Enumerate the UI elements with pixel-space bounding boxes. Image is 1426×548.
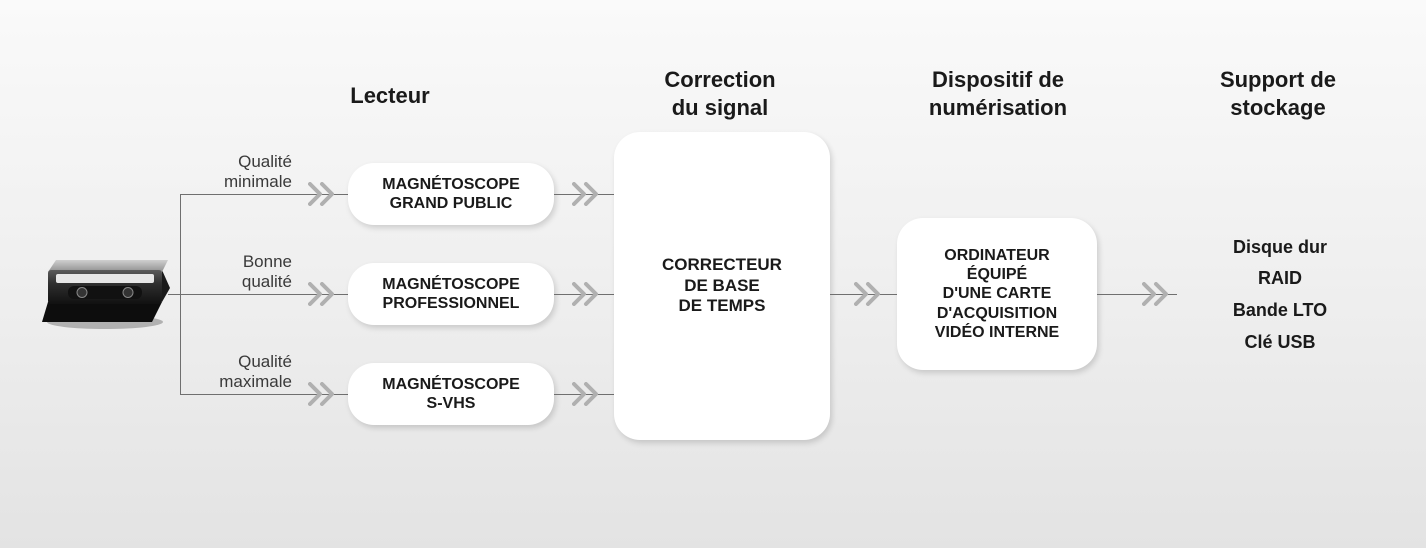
corr-l3: DE TEMPS: [679, 296, 766, 315]
quality-bonne: Bonne qualité: [192, 252, 292, 291]
comp-l3: D'UNE CARTE: [943, 285, 1052, 302]
node-reader-grand-public: MAGNÉTOSCOPE GRAND PUBLIC: [348, 163, 554, 225]
node-reader-svhs: MAGNÉTOSCOPE S-VHS: [348, 363, 554, 425]
storage-bande-lto: Bande LTO: [1190, 300, 1370, 321]
quality-maximale-l2: maximale: [219, 372, 292, 391]
quality-minimale-l1: Qualité: [238, 152, 292, 171]
quality-minimale-l2: minimale: [224, 172, 292, 191]
reader2-l2: PROFESSIONNEL: [383, 295, 520, 312]
node-ordinateur: ORDINATEUR ÉQUIPÉ D'UNE CARTE D'ACQUISIT…: [897, 218, 1097, 370]
quality-minimale: Qualité minimale: [192, 152, 292, 191]
node-reader-pro: MAGNÉTOSCOPE PROFESSIONNEL: [348, 263, 554, 325]
reader3-l1: MAGNÉTOSCOPE: [382, 376, 520, 393]
chevron-icon: [308, 282, 342, 306]
heading-lecteur: Lecteur: [320, 82, 460, 110]
chevron-icon: [1142, 282, 1176, 306]
comp-l4: D'ACQUISITION: [937, 305, 1057, 322]
reader2-l1: MAGNÉTOSCOPE: [382, 276, 520, 293]
chevron-icon: [308, 382, 342, 406]
heading-lecteur-text: Lecteur: [350, 83, 429, 108]
node-correcteur: CORRECTEUR DE BASE DE TEMPS: [614, 132, 830, 440]
quality-bonne-l2: qualité: [242, 272, 292, 291]
reader3-l2: S-VHS: [427, 395, 476, 412]
chevron-icon: [854, 282, 888, 306]
comp-l2: ÉQUIPÉ: [967, 266, 1027, 283]
reader1-l2: GRAND PUBLIC: [390, 195, 513, 212]
heading-dispositif-l1: Dispositif de: [932, 67, 1064, 92]
storage-disque-dur: Disque dur: [1190, 237, 1370, 258]
reader1-l1: MAGNÉTOSCOPE: [382, 176, 520, 193]
heading-dispositif-l2: numérisation: [929, 95, 1067, 120]
comp-l1: ORDINATEUR: [944, 247, 1049, 264]
corr-l1: CORRECTEUR: [662, 255, 782, 274]
heading-correction-l2: du signal: [672, 95, 769, 120]
heading-support: Support de stockage: [1168, 66, 1388, 121]
heading-correction-l1: Correction: [664, 67, 775, 92]
chevron-icon: [308, 182, 342, 206]
chevron-icon: [572, 282, 606, 306]
heading-correction: Correction du signal: [610, 66, 830, 121]
connector-cassette: [168, 294, 180, 295]
vhs-cassette-icon: [40, 252, 170, 330]
storage-s4: Clé USB: [1244, 332, 1315, 352]
chevron-icon: [572, 382, 606, 406]
quality-bonne-l1: Bonne: [243, 252, 292, 271]
storage-s3: Bande LTO: [1233, 300, 1327, 320]
heading-support-l2: stockage: [1230, 95, 1325, 120]
storage-raid: RAID: [1190, 268, 1370, 289]
quality-maximale: Qualité maximale: [192, 352, 292, 391]
heading-dispositif: Dispositif de numérisation: [878, 66, 1118, 121]
chevron-icon: [572, 182, 606, 206]
storage-cle-usb: Clé USB: [1190, 332, 1370, 353]
comp-l5: VIDÉO INTERNE: [935, 324, 1059, 341]
heading-support-l1: Support de: [1220, 67, 1336, 92]
quality-maximale-l1: Qualité: [238, 352, 292, 371]
corr-l2: DE BASE: [684, 276, 760, 295]
storage-s1: Disque dur: [1233, 237, 1327, 257]
storage-s2: RAID: [1258, 268, 1302, 288]
